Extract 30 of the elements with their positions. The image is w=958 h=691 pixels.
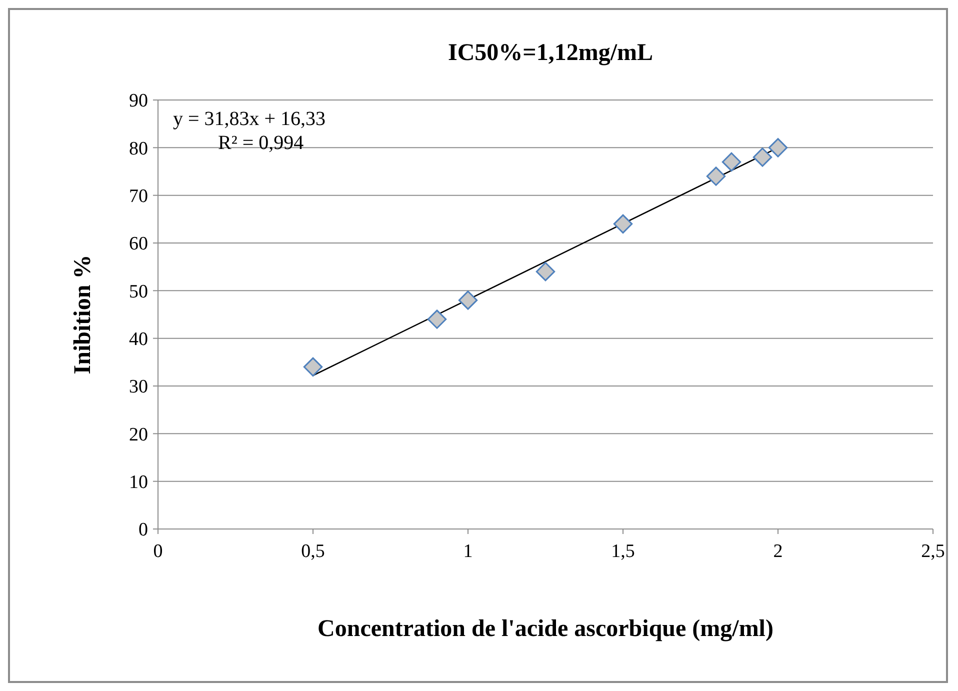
y-tick-label: 20	[129, 424, 148, 446]
y-tick-label: 80	[129, 138, 148, 160]
point	[427, 310, 447, 329]
y-tick-label: 70	[129, 186, 148, 207]
point	[458, 290, 478, 310]
point	[303, 357, 323, 377]
point	[613, 214, 633, 234]
y-tick-label: 30	[129, 376, 148, 398]
y-tick-label: 10	[129, 472, 148, 493]
x-tick-label: 0	[153, 541, 163, 562]
x-axis-title: Concentration de l'acide ascorbique (mg/ml)	[318, 616, 774, 642]
point	[706, 166, 726, 186]
point	[536, 262, 556, 282]
point	[752, 148, 772, 167]
x-tick-label: 1,5	[611, 541, 635, 562]
y-axis-title: Inibition %	[70, 254, 96, 374]
y-tick-label: 60	[129, 234, 148, 255]
point	[768, 138, 788, 158]
chart-title: IC50%=1,12mg/mL	[448, 40, 654, 66]
annotation: y = 31,83x + 16,33	[173, 108, 326, 130]
x-tick-label: 2	[773, 541, 783, 562]
x-tick-label: 1	[463, 541, 473, 562]
y-tick-label: 50	[129, 281, 148, 302]
annotation: R² = 0,994	[218, 132, 304, 154]
x-tick-label: 2,5	[921, 541, 945, 562]
y-tick-label: 90	[129, 90, 148, 112]
point	[722, 152, 742, 172]
y-tick-label: 0	[138, 520, 148, 541]
y-tick-label: 40	[129, 328, 148, 350]
x-tick-label: 0,5	[301, 541, 325, 562]
